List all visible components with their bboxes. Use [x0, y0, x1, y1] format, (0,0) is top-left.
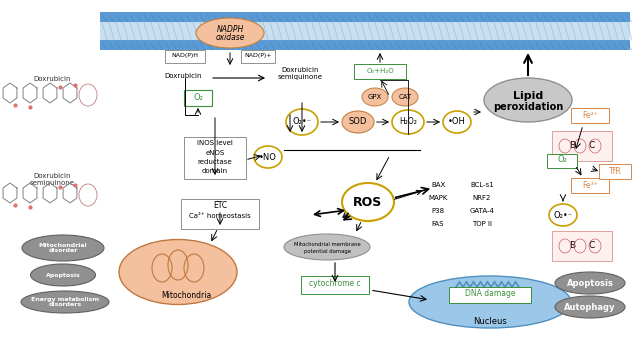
Text: NAD(P)+: NAD(P)+: [244, 53, 272, 58]
Text: FAS: FAS: [432, 221, 444, 227]
FancyBboxPatch shape: [165, 50, 205, 63]
Text: Ca²⁺ homeostasis: Ca²⁺ homeostasis: [189, 213, 251, 219]
Text: Mitochondrial membrane: Mitochondrial membrane: [294, 242, 360, 247]
Text: Apoptosis: Apoptosis: [45, 273, 81, 278]
Ellipse shape: [484, 78, 572, 122]
FancyBboxPatch shape: [184, 90, 212, 106]
Bar: [100, 40, 630, 50]
Text: DNA damage: DNA damage: [465, 290, 515, 299]
Ellipse shape: [409, 276, 571, 328]
Text: SOD: SOD: [349, 117, 367, 126]
Text: BCL-s1: BCL-s1: [470, 182, 494, 188]
Text: Fe³⁺: Fe³⁺: [582, 180, 598, 190]
Ellipse shape: [119, 239, 237, 304]
Text: oxidase: oxidase: [215, 32, 244, 42]
FancyBboxPatch shape: [599, 164, 631, 179]
Ellipse shape: [196, 18, 264, 48]
Text: Autophagy: Autophagy: [564, 303, 616, 312]
Text: Doxrubicin: Doxrubicin: [164, 73, 202, 79]
Ellipse shape: [284, 234, 370, 260]
Text: BAX: BAX: [431, 182, 445, 188]
Text: eNOS: eNOS: [205, 150, 225, 156]
Text: Lipid: Lipid: [513, 91, 543, 101]
FancyBboxPatch shape: [571, 178, 609, 193]
FancyBboxPatch shape: [184, 137, 246, 179]
Text: Energy metabolism
disorders: Energy metabolism disorders: [31, 297, 99, 308]
FancyBboxPatch shape: [571, 108, 609, 123]
Text: O₂: O₂: [193, 93, 203, 103]
Bar: [100, 12, 630, 22]
Text: O₂: O₂: [557, 156, 567, 165]
Ellipse shape: [555, 272, 625, 294]
Bar: [100, 22, 630, 40]
Text: O₂•⁻: O₂•⁻: [554, 210, 573, 219]
FancyBboxPatch shape: [354, 64, 406, 79]
Text: Nucleus: Nucleus: [473, 318, 507, 326]
Ellipse shape: [392, 110, 424, 134]
Text: peroxidation: peroxidation: [493, 102, 563, 112]
Ellipse shape: [443, 111, 471, 133]
Text: B: B: [569, 240, 575, 249]
Text: Doxrubicin
semiquinone: Doxrubicin semiquinone: [278, 66, 323, 79]
Ellipse shape: [342, 183, 394, 221]
Text: Apoptosis: Apoptosis: [566, 278, 613, 287]
Ellipse shape: [286, 109, 318, 135]
Ellipse shape: [342, 111, 374, 133]
Text: •OH: •OH: [448, 117, 466, 126]
Text: domain: domain: [202, 168, 228, 174]
Text: TOP II: TOP II: [472, 221, 492, 227]
Text: ETC: ETC: [213, 200, 227, 209]
Text: TfR: TfR: [609, 166, 621, 175]
Text: H₂O₂: H₂O₂: [399, 117, 417, 126]
Text: Mitochondrial
disorder: Mitochondrial disorder: [38, 243, 87, 253]
Text: B: B: [569, 140, 575, 149]
FancyBboxPatch shape: [241, 50, 275, 63]
Text: O₂•⁻: O₂•⁻: [292, 117, 312, 126]
Text: NADPH: NADPH: [216, 25, 244, 34]
FancyBboxPatch shape: [449, 287, 531, 303]
Text: iNOS level: iNOS level: [197, 140, 233, 146]
FancyBboxPatch shape: [301, 276, 369, 294]
Ellipse shape: [362, 88, 388, 106]
FancyBboxPatch shape: [552, 231, 612, 261]
Text: GPX: GPX: [368, 94, 382, 100]
Ellipse shape: [254, 146, 282, 168]
Text: GATA-4: GATA-4: [470, 208, 495, 214]
Ellipse shape: [555, 296, 625, 318]
Text: potential damage: potential damage: [303, 248, 351, 253]
Text: CAT: CAT: [398, 94, 412, 100]
Text: •NO: •NO: [259, 152, 277, 161]
Ellipse shape: [22, 235, 104, 261]
Text: reductase: reductase: [198, 159, 232, 165]
Text: NRF2: NRF2: [473, 195, 491, 201]
Text: Mitochondria: Mitochondria: [161, 291, 211, 300]
Text: Doxrubicin: Doxrubicin: [33, 76, 71, 82]
Text: C: C: [589, 240, 595, 249]
Text: NAD(P)H: NAD(P)H: [172, 53, 198, 58]
FancyBboxPatch shape: [552, 131, 612, 161]
Text: Doxrubicin
semiquinone: Doxrubicin semiquinone: [29, 173, 74, 186]
Text: cytochrome c: cytochrome c: [309, 279, 361, 288]
Text: ROS: ROS: [353, 196, 383, 209]
Ellipse shape: [392, 88, 418, 106]
Text: O₂+H₂O: O₂+H₂O: [366, 68, 394, 74]
Text: C: C: [589, 140, 595, 149]
Text: P38: P38: [431, 208, 445, 214]
Ellipse shape: [31, 264, 95, 286]
Ellipse shape: [21, 291, 109, 313]
Text: MAPK: MAPK: [428, 195, 448, 201]
Text: Fe²⁺: Fe²⁺: [582, 110, 598, 119]
FancyBboxPatch shape: [547, 154, 577, 168]
FancyBboxPatch shape: [181, 199, 259, 229]
Ellipse shape: [549, 204, 577, 226]
